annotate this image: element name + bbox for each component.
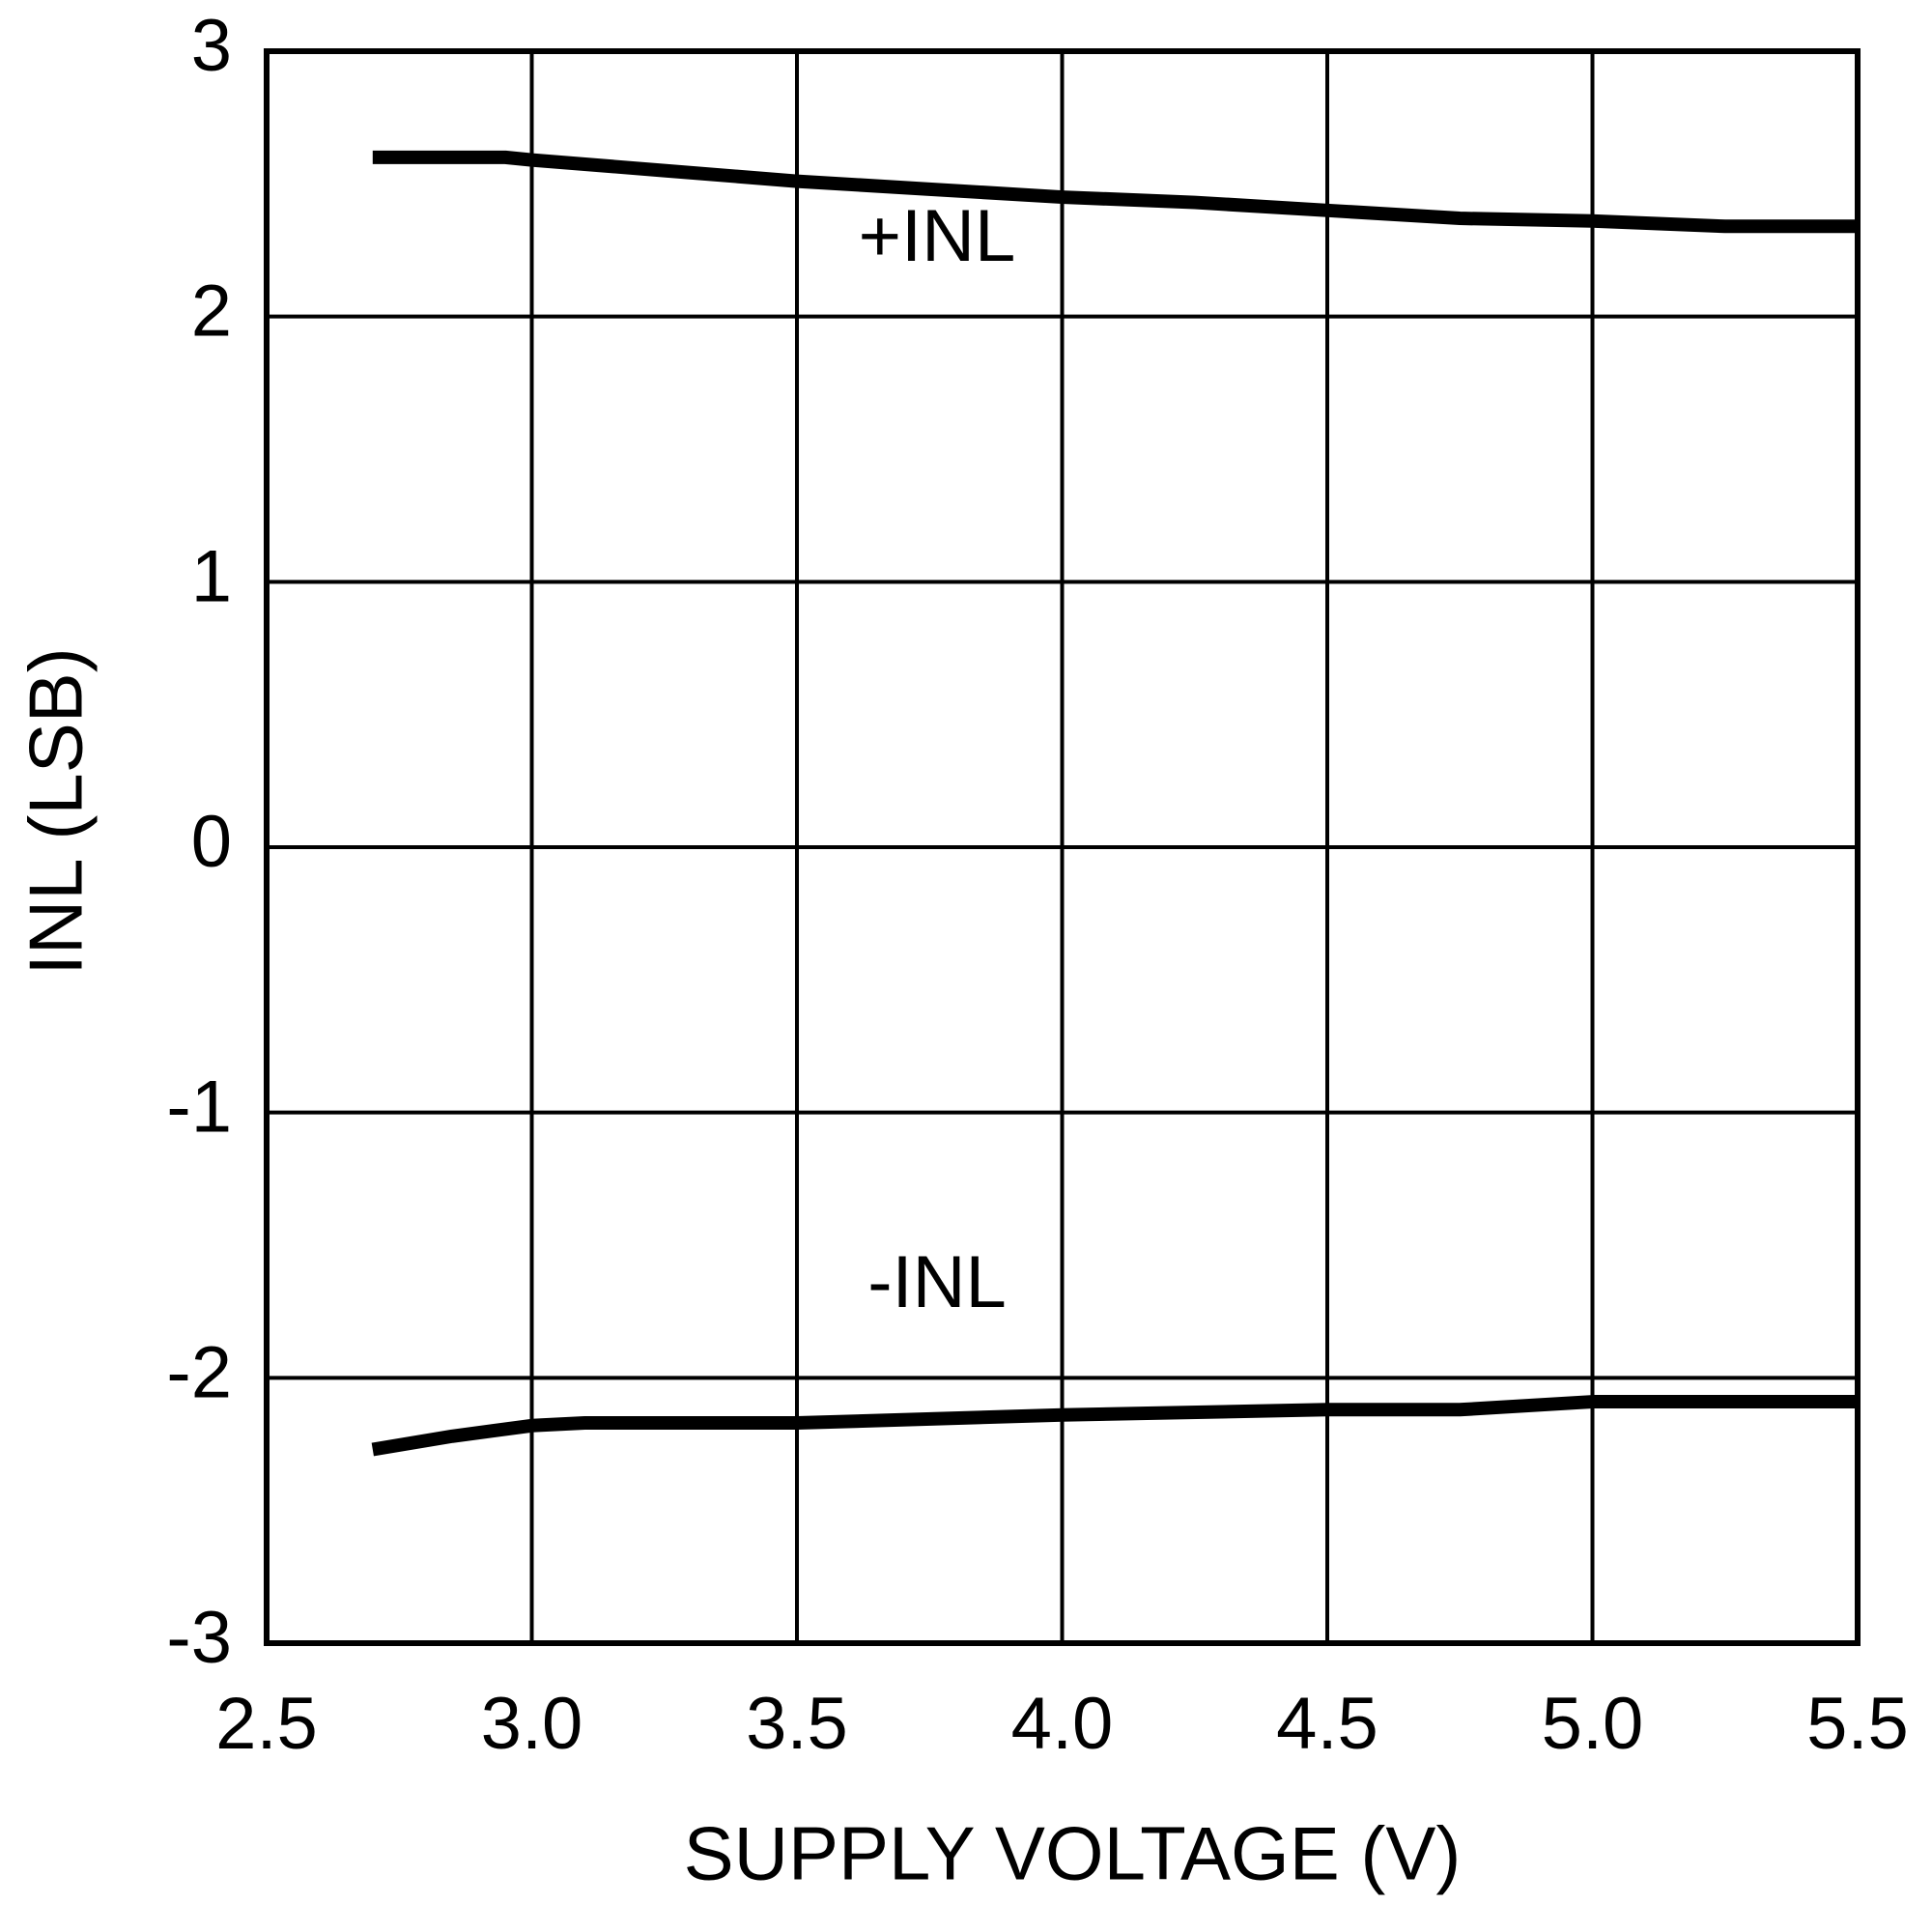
y-tick-label: -2	[166, 1331, 232, 1413]
x-tick-label: 5.0	[1542, 1683, 1644, 1765]
x-tick-label: 5.5	[1806, 1683, 1909, 1765]
y-tick-label: 3	[191, 5, 232, 87]
x-tick-label: 4.5	[1276, 1683, 1378, 1765]
y-axis-title: INL (LSB)	[14, 647, 99, 976]
data-line	[371, 1395, 1858, 1457]
series-label: +INL	[859, 195, 1016, 277]
y-tick-label: 0	[191, 801, 232, 883]
y-tick-label: -3	[166, 1597, 232, 1679]
x-tick-label: 3.0	[481, 1683, 583, 1765]
y-tick-label: 1	[191, 535, 232, 617]
series-label: -INL	[867, 1241, 1007, 1323]
x-tick-label: 2.5	[215, 1683, 318, 1765]
y-tick-label: 2	[191, 270, 232, 353]
plot-frame	[264, 48, 1861, 1646]
data-line	[372, 150, 1858, 234]
x-axis-title: SUPPLY VOLTAGE (V)	[684, 1811, 1462, 1896]
x-tick-label: 4.0	[1011, 1683, 1114, 1765]
y-tick-label: -1	[166, 1066, 232, 1149]
x-tick-label: 3.5	[746, 1683, 848, 1765]
